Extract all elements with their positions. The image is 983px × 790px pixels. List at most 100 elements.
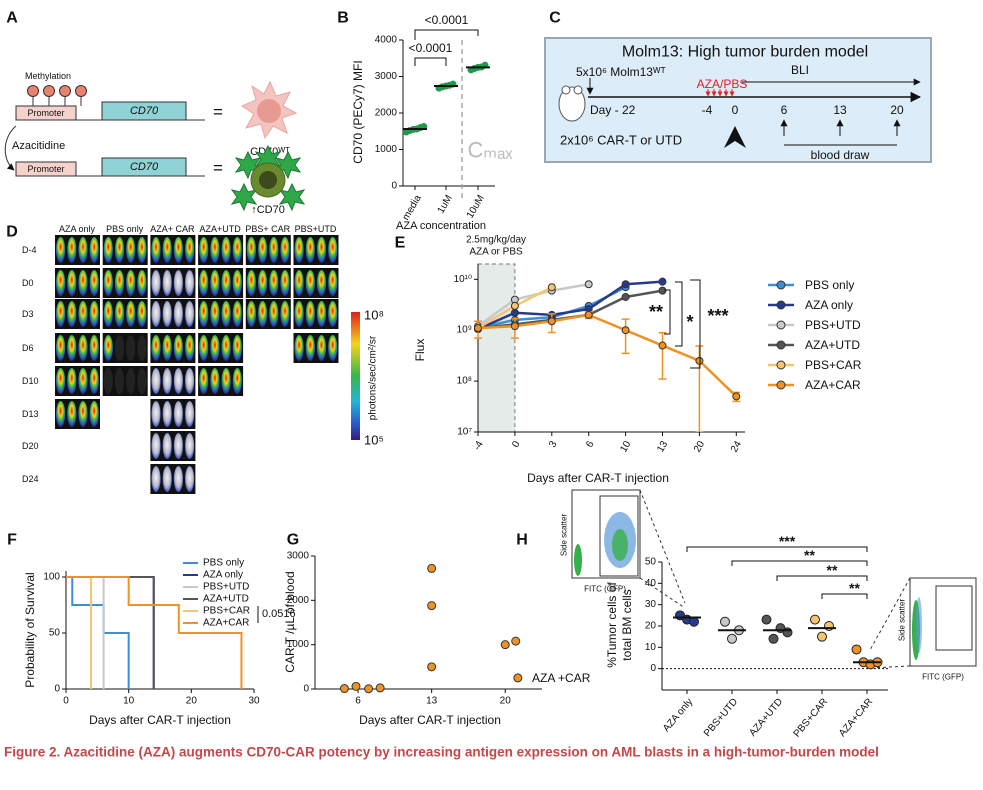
error-bar: [658, 332, 667, 380]
bracket: [690, 279, 701, 369]
mouse-image: [210, 237, 220, 263]
data-point: [427, 601, 437, 611]
panel-label: B: [337, 10, 349, 27]
legend-label: PBS+UTD: [805, 318, 861, 332]
y-tick-label: 100: [43, 572, 60, 583]
mouse-image: [103, 237, 113, 263]
y-axis-label: Flux: [413, 339, 427, 362]
error-bar: [621, 318, 630, 355]
mouse-image: [305, 237, 315, 263]
legend-marker: [776, 380, 786, 390]
axis-label: Side scatter: [898, 599, 907, 642]
mouse-image: [56, 368, 66, 394]
x-tick-label: AZA only: [661, 696, 695, 734]
mouse-image: [162, 368, 172, 394]
mouse-image: [173, 433, 183, 459]
data-point: [658, 277, 667, 286]
label: -4: [702, 103, 713, 117]
y-axis-label: total BM cells: [620, 589, 634, 660]
mouse-image: [232, 368, 242, 394]
mouse-image: [232, 270, 242, 296]
row-label: D-4: [22, 245, 37, 255]
panel-d: 10⁸ 10⁵ photons/sec/cm²/sr: [351, 308, 384, 448]
survival-curve: [66, 576, 243, 689]
annotation: **: [849, 580, 860, 596]
data-point: [621, 292, 630, 301]
mouse-image: [185, 433, 195, 459]
annotation: ***: [707, 306, 728, 326]
label: Day - 22: [590, 103, 636, 117]
data-point: [689, 616, 699, 627]
mouse-image: [151, 466, 161, 492]
x-axis-label: Days after CAR-T injection: [89, 713, 231, 727]
x-tick-label: 20: [186, 696, 198, 707]
label: Methylation: [25, 71, 71, 81]
data-point: [547, 283, 556, 292]
panel-label: G: [287, 532, 299, 549]
mouse-image: [258, 301, 268, 327]
mouse-image: [221, 270, 231, 296]
methylation-marks: [27, 85, 87, 106]
mouse-icon: [558, 85, 586, 122]
panel-a: Methylation Promoter CD70 = Azacitidine …: [4, 71, 306, 216]
data-point: [658, 286, 667, 295]
mouse-image: [246, 237, 256, 263]
label: 13: [833, 103, 847, 117]
mouse-image: [199, 301, 209, 327]
data-point: [584, 280, 593, 289]
mouse-image: [173, 401, 183, 427]
panel-label: H: [516, 532, 528, 549]
y-tick-label: 3000: [287, 551, 310, 562]
mouse-image: [78, 335, 88, 361]
y-tick-label: 10: [645, 642, 657, 653]
label: CD70: [130, 105, 159, 117]
mouse-image: [221, 368, 231, 394]
mouse-image: [126, 368, 136, 394]
mouse-image: [232, 237, 242, 263]
survival-curve: [66, 576, 93, 689]
mouse-image: [151, 401, 161, 427]
mouse-image: [221, 335, 231, 361]
promoter-box: [15, 105, 77, 121]
x-tick-label: 1uM: [436, 193, 455, 215]
legend-marker: [776, 360, 786, 370]
mouse-image: [173, 466, 183, 492]
y-tick-label: 30: [645, 599, 657, 610]
data-point: [351, 681, 361, 691]
colorbar-min: 10⁵: [364, 433, 384, 448]
label: BLI: [791, 63, 809, 77]
injection-arrow: [724, 126, 746, 148]
label: 2x10⁶ CAR-T or UTD: [560, 133, 682, 148]
mouse-image: [67, 335, 77, 361]
y-tick-label: 10⁸: [457, 376, 472, 387]
x-tick-label: PBS+UTD: [702, 696, 740, 739]
mouse-image: [78, 270, 88, 296]
gene-box: [101, 101, 187, 121]
bracket: [776, 575, 868, 581]
legend-label: AZA+UTD: [805, 338, 860, 352]
mouse-image: [173, 335, 183, 361]
y-tick-label: 4000: [375, 35, 398, 46]
mouse-image: [246, 270, 256, 296]
legend-marker: [776, 320, 786, 330]
mouse-image: [210, 368, 220, 394]
y-tick-label: 50: [645, 557, 657, 568]
annotation: <0.0001: [425, 13, 469, 27]
mouse-image: [173, 237, 183, 263]
axis-label: Side scatter: [560, 514, 569, 557]
mouse-image: [126, 335, 136, 361]
data-point: [584, 310, 593, 319]
mouse-image: [114, 368, 125, 394]
mouse-image: [221, 301, 231, 327]
data-point: [510, 308, 519, 317]
x-tick-label: 6: [355, 696, 361, 707]
x-tick-label: media: [401, 193, 424, 222]
mouse-image: [151, 368, 161, 394]
x-tick-label: 0: [510, 439, 523, 450]
data-point: [547, 317, 556, 326]
annotation: 2.5mg/kg/day: [466, 235, 526, 246]
column-label: AZA only: [59, 224, 96, 234]
mouse-image: [137, 335, 147, 361]
mouse-image: [126, 270, 136, 296]
